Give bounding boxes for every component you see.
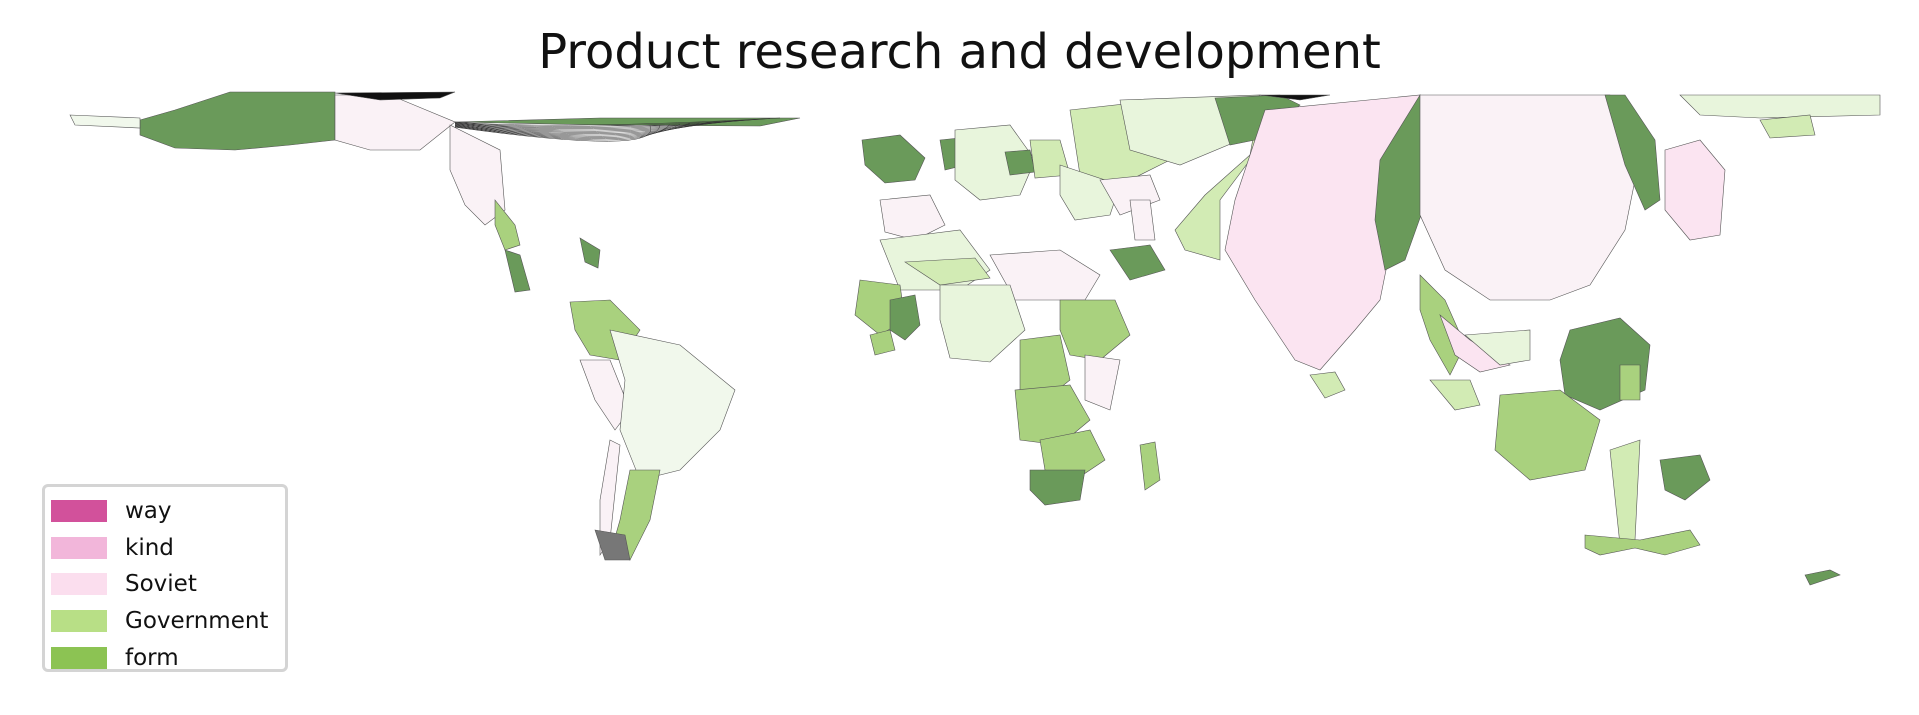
region-southern-africa [1039,429,1106,481]
legend-item-government: Government [51,603,285,640]
region-canada-east [334,94,456,151]
legend-swatch-soviet [51,573,107,596]
map-strand-line [454,122,701,136]
region-antarctic-streak [1259,94,1331,101]
region-usa [449,124,506,226]
region-central-america [504,249,531,293]
region-pacific-right-blob [1759,114,1816,139]
region-arctic-left [69,114,141,129]
map-strand-line [454,117,781,126]
region-arctic-islands [334,91,456,101]
region-papua [1659,454,1711,501]
map-strand-line [454,123,681,138]
region-new-zealand [1804,569,1841,586]
map-title: Product research and development [538,24,1381,80]
map-strand-line [454,123,691,137]
region-chad-sudan [939,284,1026,363]
region-uk-ireland [861,134,926,184]
region-borneo-thin [1609,439,1641,546]
region-japan-east [1664,139,1726,241]
region-nigeria [889,294,921,341]
legend-label-kind: kind [125,534,174,561]
legend-label-government: Government [125,608,269,635]
region-philippines-arc [1464,329,1531,366]
legend-label-form: form [125,644,179,671]
legend-item-way: way [51,493,285,530]
region-tierra-del-fuego [594,529,631,561]
region-australia-bow [1584,529,1701,556]
region-mexico [494,199,521,251]
legend: way kind Soviet Government form [42,484,288,672]
map-strand-line [454,124,671,140]
region-brazil [609,329,736,481]
region-indochina [1419,274,1466,376]
region-arabia [1129,199,1156,241]
region-malaysia [1429,379,1481,411]
map-strand-line [454,125,661,141]
region-europe-west [954,124,1036,201]
region-indonesia [1494,389,1601,481]
map-strand-line [454,121,711,135]
region-france [1004,149,1036,176]
region-iran-central [1109,244,1166,281]
region-china [1419,94,1641,301]
region-greenland-strip [454,117,801,127]
region-horn-ethiopia [1059,299,1131,361]
region-east-africa [1084,354,1121,411]
legend-swatch-kind [51,536,107,559]
legend-swatch-government [51,610,107,633]
region-west-africa-south [869,329,896,356]
region-philippines-ring-b [1619,364,1641,401]
region-sri-lanka [1309,371,1346,399]
region-angola-zambia [1014,384,1091,446]
legend-label-soviet: Soviet [125,571,197,598]
region-sahel [904,257,991,286]
region-japan-korea [1604,94,1661,211]
region-caribbean [579,237,601,269]
region-south-africa [1029,469,1086,506]
legend-item-kind: kind [51,530,285,567]
region-madagascar [1139,441,1161,491]
legend-item-soviet: Soviet [51,566,285,603]
region-pacific-top-right [1679,94,1881,119]
map-strand-line [454,125,652,142]
legend-swatch-way [51,500,107,523]
legend-item-form: form [51,639,285,676]
region-alaska-canada [139,91,336,151]
legend-label-way: way [125,498,172,525]
legend-swatch-form [51,646,107,669]
region-iberia [879,194,946,241]
